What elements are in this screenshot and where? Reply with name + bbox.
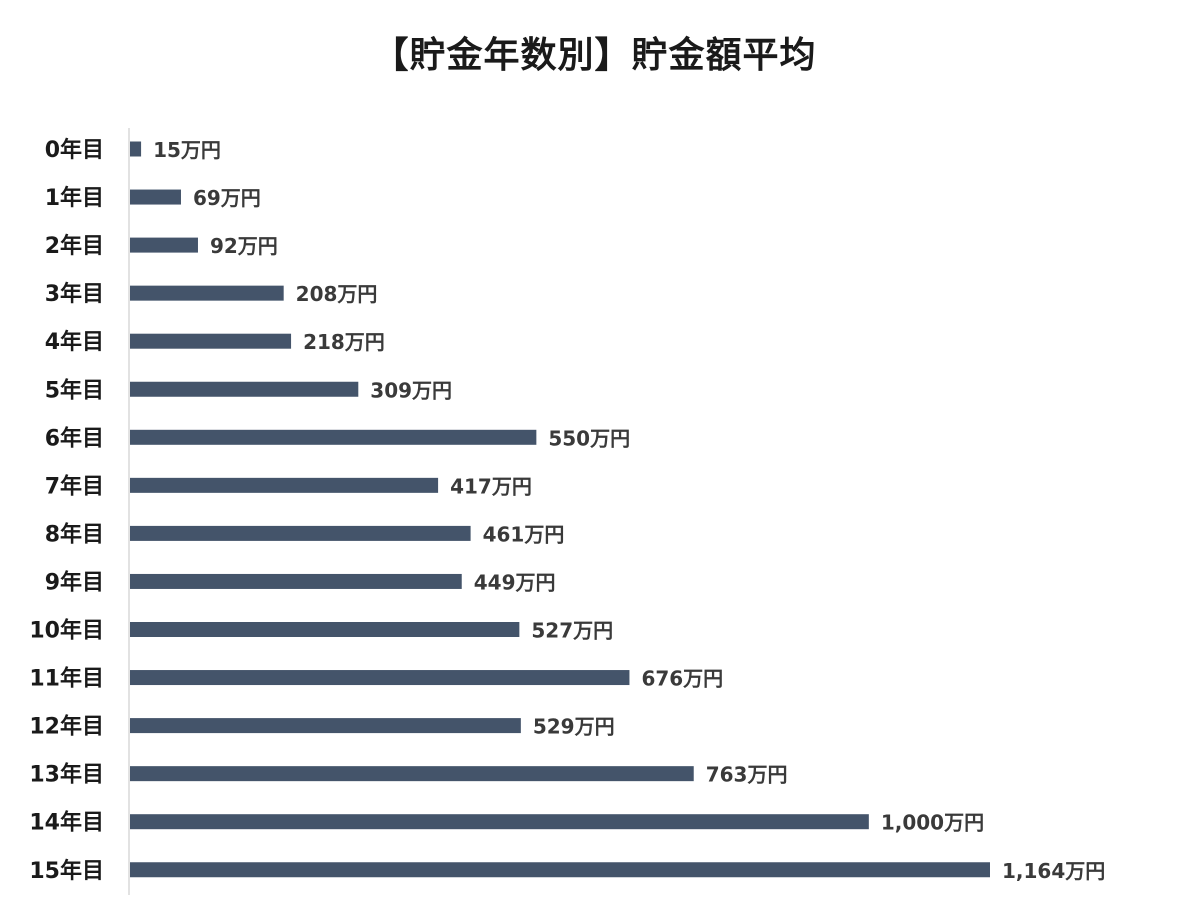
- data-label: 208万円: [296, 282, 378, 306]
- category-label: 11年目: [29, 666, 104, 692]
- category-label: 7年目: [45, 473, 104, 499]
- category-label: 2年目: [45, 233, 104, 259]
- bar: [130, 525, 471, 541]
- category-label: 4年目: [45, 329, 104, 355]
- bar: [130, 766, 694, 782]
- data-label: 676万円: [641, 667, 723, 691]
- bar: [130, 237, 198, 253]
- data-label: 529万円: [533, 715, 615, 739]
- category-label: 0年目: [45, 137, 104, 163]
- bar: [130, 381, 359, 397]
- bar: [130, 429, 537, 445]
- data-label: 69万円: [193, 186, 261, 210]
- category-label: 6年目: [45, 425, 104, 451]
- chart-title: 【貯金年数別】貯金額平均: [372, 35, 817, 76]
- category-label: 5年目: [45, 377, 104, 403]
- bar: [130, 814, 869, 830]
- data-label: 1,164万円: [1002, 859, 1105, 883]
- data-label: 92万円: [210, 234, 278, 258]
- category-label: 9年目: [45, 569, 104, 595]
- category-label: 13年目: [29, 762, 104, 788]
- bar: [130, 670, 630, 686]
- category-label: 14年目: [29, 810, 104, 836]
- category-label: 12年目: [29, 714, 104, 740]
- bar: [130, 862, 990, 878]
- data-label: 763万円: [706, 763, 788, 787]
- bar: [130, 477, 439, 493]
- bar: [130, 718, 521, 734]
- category-label: 1年目: [45, 185, 104, 211]
- data-label: 417万円: [450, 474, 532, 498]
- data-label: 15万円: [153, 138, 221, 162]
- category-label: 15年目: [29, 858, 104, 884]
- data-label: 449万円: [474, 570, 556, 594]
- data-label: 218万円: [303, 330, 385, 354]
- category-label: 3年目: [45, 281, 104, 307]
- data-label: 527万円: [531, 619, 613, 643]
- bar: [130, 622, 520, 637]
- bar: [130, 333, 292, 349]
- bar: [130, 141, 142, 157]
- bar: [130, 189, 181, 205]
- category-label: 10年目: [29, 618, 104, 644]
- bar: [130, 573, 462, 589]
- data-label: 461万円: [483, 522, 565, 546]
- bars-group: 0年目 15万円 1年目 69万円 2年目 92万円 3年目 208万円 4年目 218万円 5年目…: [29, 137, 1105, 884]
- bar: [130, 285, 284, 301]
- data-label: 550万円: [548, 426, 630, 450]
- data-label: 309万円: [370, 378, 452, 402]
- category-label: 8年目: [45, 521, 104, 547]
- data-label: 1,000万円: [881, 811, 984, 835]
